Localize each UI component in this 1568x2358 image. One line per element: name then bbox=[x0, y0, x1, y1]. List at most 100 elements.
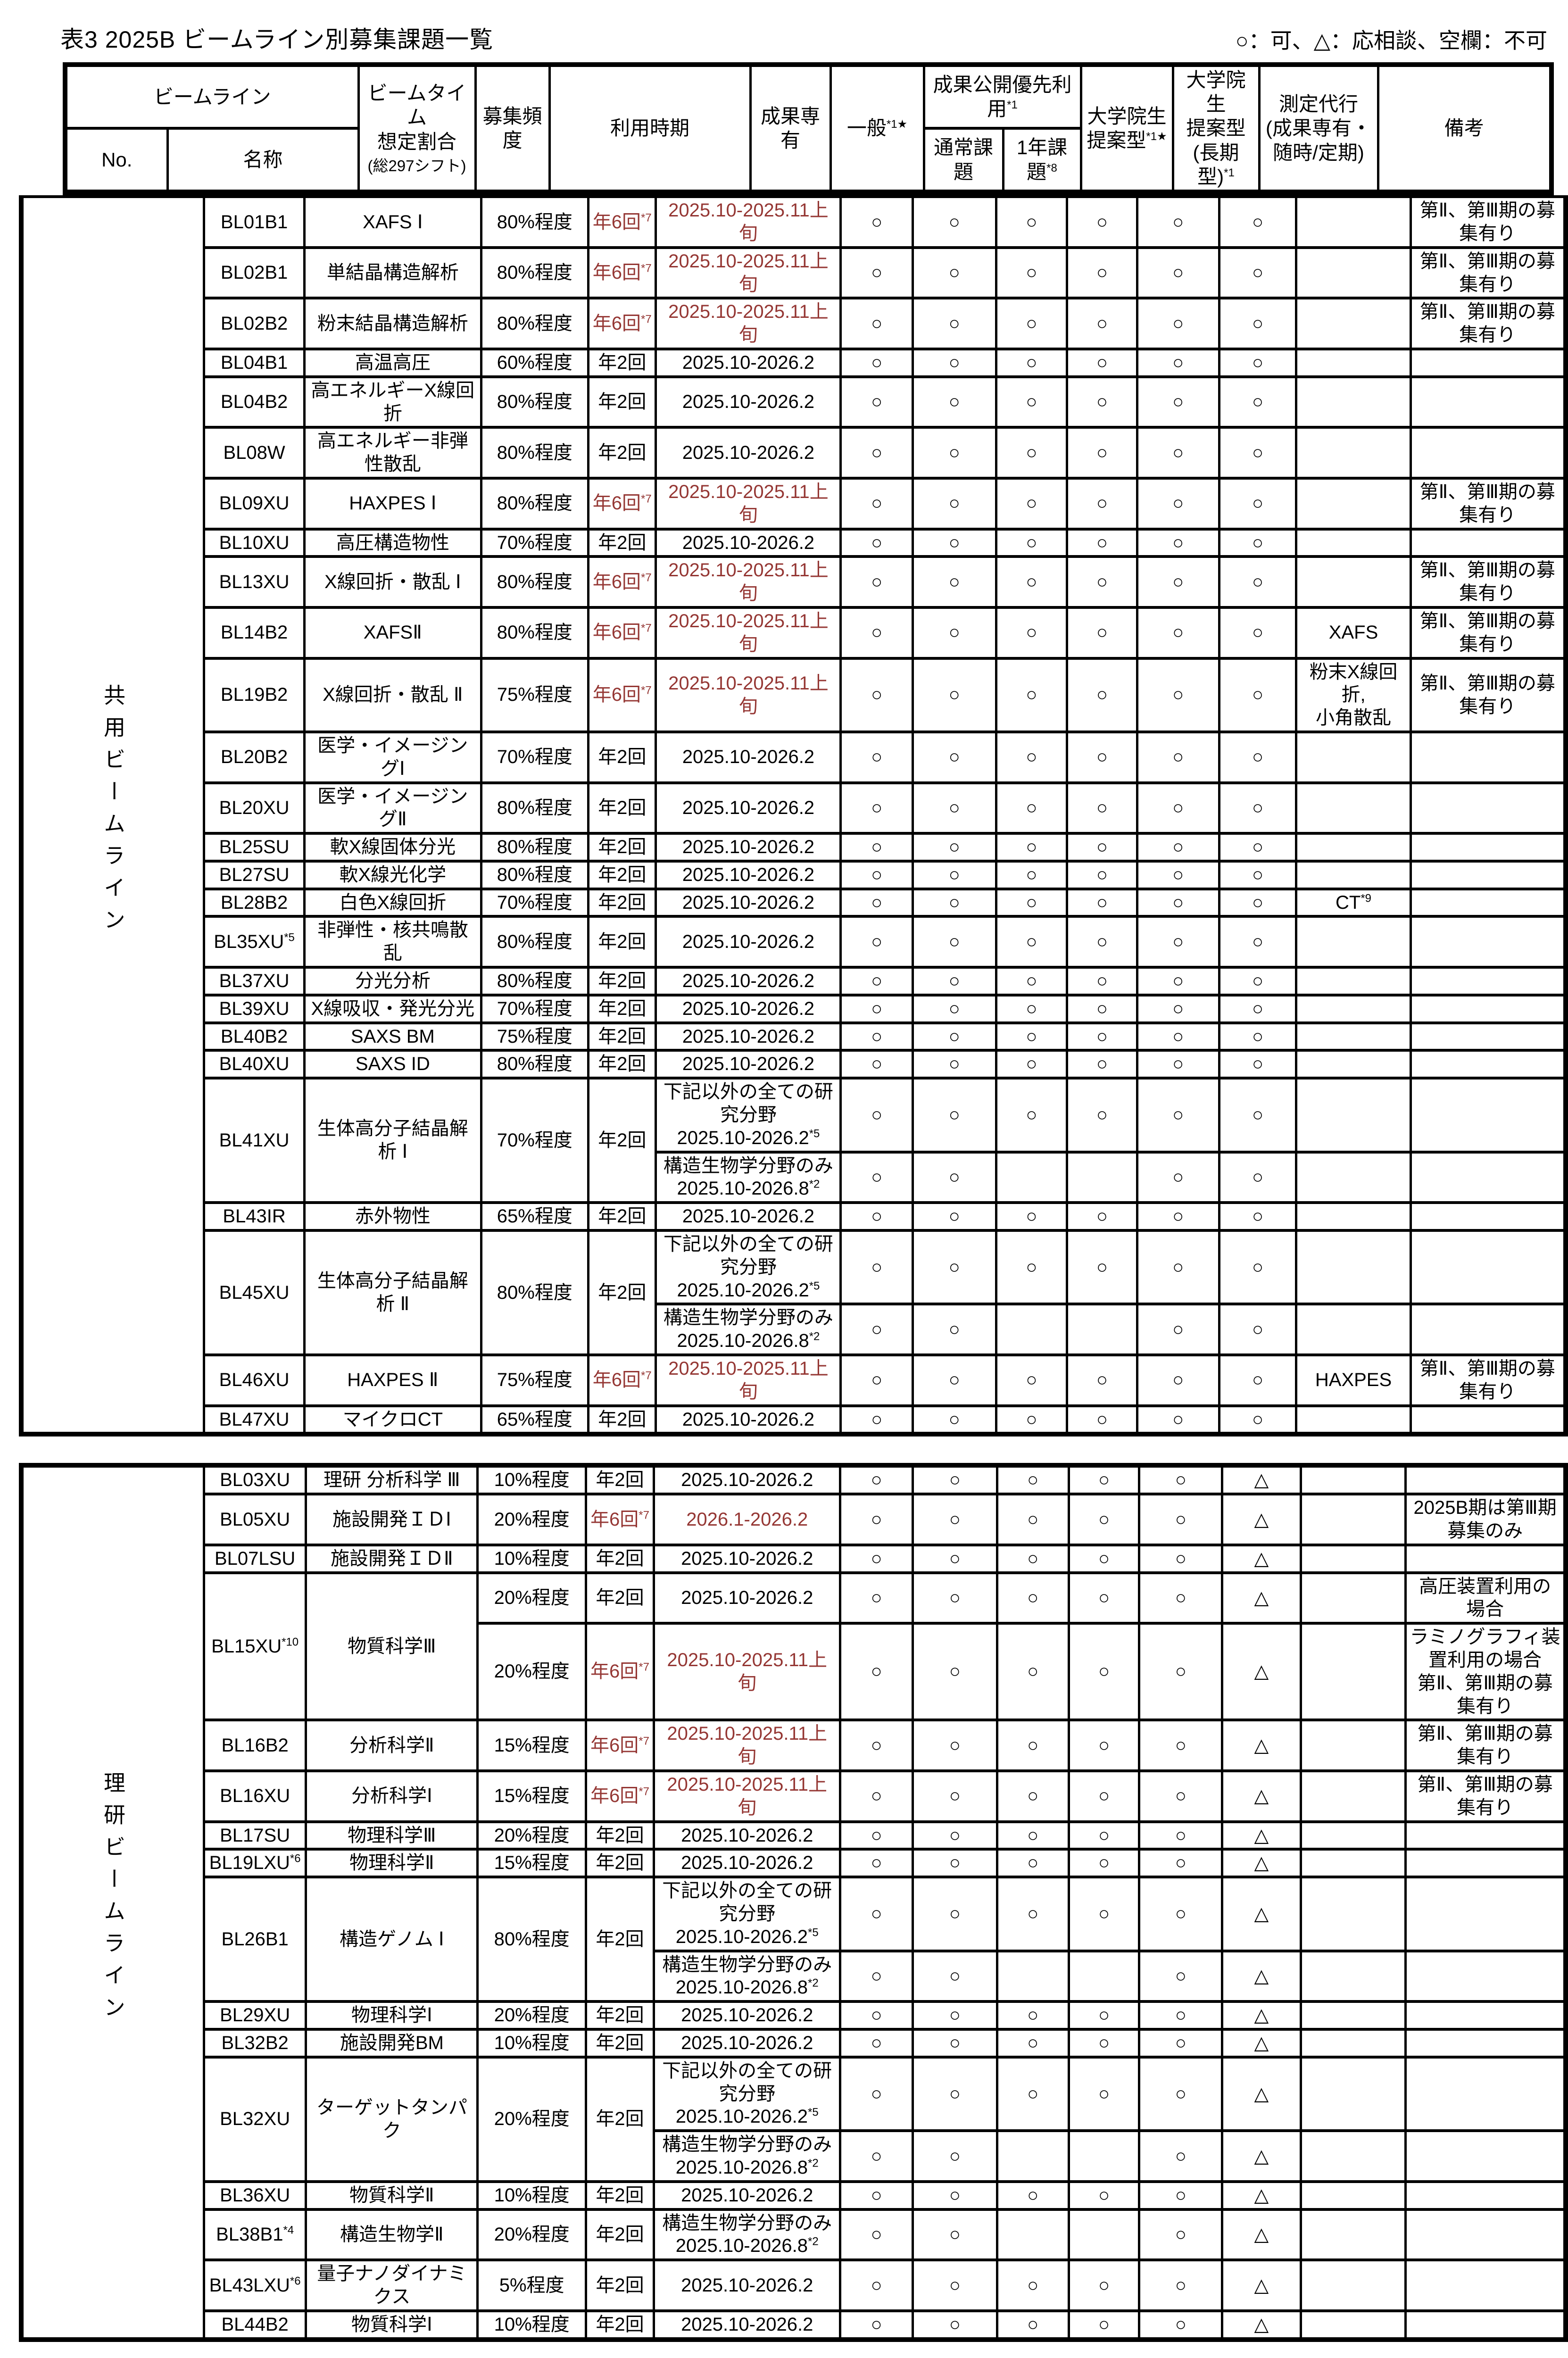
cell-mark-grad-proposal: ○ bbox=[1138, 2309, 1224, 2341]
table-row: BL32XU ターゲットタンパク 20%程度 年2回 下記以外の全ての研究分野 2025.… bbox=[21, 2055, 1567, 2183]
cell-proxy-measurement bbox=[1299, 1622, 1407, 1722]
cell-beamline-no: BL47XU bbox=[202, 1404, 306, 1436]
section-label-text: 理研ビームライン bbox=[101, 1771, 125, 2028]
table-row: BL36XU 物質科学Ⅱ 10%程度 年2回 2025.10-2026.2 ○ ○ ○ ○ ○ △ bbox=[21, 2180, 1567, 2211]
cell-period: 2025.10-2025.11上旬 bbox=[655, 476, 842, 531]
cell-mark-priority-normal: ○ bbox=[995, 246, 1069, 300]
cell-period: 2025.10-2026.2 bbox=[653, 1543, 842, 1574]
table-row: BL16B2 分析科学Ⅱ 15%程度 年6回*7 2025.10-2025.11上旬 ○ ○… bbox=[21, 1719, 1567, 1772]
cell-mark-priority-oneyear: ○ bbox=[1066, 859, 1138, 890]
cell-mark-general: ○ bbox=[911, 887, 997, 918]
cell-proxy-measurement bbox=[1299, 1543, 1407, 1574]
cell-beamtime-share: 70%程度 bbox=[480, 730, 590, 784]
cell-period: 2025.10-2026.2 bbox=[653, 2258, 842, 2312]
cell-beamline-no: BL01B1 bbox=[202, 195, 306, 249]
cell-beamline-no: BL28B2 bbox=[202, 887, 306, 918]
cell-mark-grad-proposal: ○ bbox=[1136, 656, 1220, 733]
cell-beamline-name: 物理科学Ⅰ bbox=[305, 2000, 479, 2031]
cell-mark-priority-oneyear bbox=[1066, 1303, 1138, 1357]
cell-mark-grad-proposal: ○ bbox=[1136, 832, 1220, 863]
cell-mark-proprietary: ○ bbox=[839, 730, 914, 784]
cell-frequency: 年2回 bbox=[587, 426, 657, 480]
cell-beamline-name: 物質科学Ⅲ bbox=[305, 1571, 479, 1722]
header-priority-normal: 通常課題 bbox=[922, 126, 1004, 194]
table-row: BL44B2 物質科学Ⅰ 10%程度 年2回 2025.10-2026.2 ○ ○ ○ ○ ○ △ bbox=[21, 2309, 1567, 2341]
cell-period: 2025.10-2026.2 bbox=[655, 1049, 842, 1080]
cell-beamtime-share: 70%程度 bbox=[480, 527, 590, 558]
cell-mark-priority-normal: ○ bbox=[996, 1769, 1070, 1823]
cell-remark: 第Ⅱ、第Ⅲ期の募集有り bbox=[1409, 246, 1567, 300]
cell-mark-general: ○ bbox=[912, 1769, 998, 1823]
cell-mark-general: ○ bbox=[911, 1077, 997, 1154]
cell-mark-general: ○ bbox=[912, 1464, 998, 1496]
cell-mark-grad-proposal: ○ bbox=[1136, 1150, 1220, 1204]
cell-frequency: 年2回 bbox=[584, 1464, 655, 1496]
cell-mark-proprietary: ○ bbox=[839, 2258, 914, 2312]
cell-frequency: 年2回 bbox=[587, 859, 657, 890]
beamline-table: ビームライン ビームタイム 想定割合 (総297シフト) 募集頻度 利用時期 成果… bbox=[0, 62, 1568, 2358]
cell-mark-priority-normal: ○ bbox=[995, 859, 1069, 890]
cell-beamtime-share: 65%程度 bbox=[480, 1404, 590, 1436]
cell-mark-grad-proposal: ○ bbox=[1136, 1229, 1220, 1306]
cell-frequency: 年2回 bbox=[587, 527, 657, 558]
cell-period: 2025.10-2026.2 bbox=[655, 1404, 842, 1436]
cell-remark bbox=[1409, 1077, 1567, 1154]
cell-period: 下記以外の全ての研究分野 2025.10-2026.2*5 bbox=[655, 1229, 842, 1306]
cell-mark-general: ○ bbox=[912, 1949, 998, 2003]
table-row: BL19B2 X線回折・散乱 Ⅱ 75%程度 年6回*7 2025.10-2025.11… bbox=[21, 656, 1567, 733]
cell-period: 構造生物学分野のみ 2025.10-2026.8*2 bbox=[655, 1303, 842, 1357]
table-row: 構造生物学分野のみ 2025.10-2026.8*2 ○ ○ ○ ○ bbox=[21, 1303, 1567, 1357]
cell-period: 2025.10-2025.11上旬 bbox=[653, 1719, 842, 1772]
cell-mark-grad-proposal: ○ bbox=[1136, 1353, 1220, 1407]
cell-mark-proprietary: ○ bbox=[839, 1464, 914, 1496]
cell-mark-priority-normal bbox=[996, 1949, 1070, 2003]
cell-frequency: 年2回 bbox=[584, 2309, 655, 2341]
cell-proxy-measurement bbox=[1295, 1229, 1412, 1306]
cell-mark-priority-oneyear: ○ bbox=[1066, 1077, 1138, 1154]
header-no: No. bbox=[64, 126, 169, 194]
cell-mark-general: ○ bbox=[911, 966, 997, 996]
cell-frequency: 年6回*7 bbox=[587, 476, 657, 531]
cell-beamline-name: 高エネルギー非弾性散乱 bbox=[303, 426, 482, 480]
cell-beamtime-share: 80%程度 bbox=[480, 1049, 590, 1080]
cell-proxy-measurement bbox=[1299, 2309, 1407, 2341]
cell-mark-priority-normal: ○ bbox=[996, 1493, 1070, 1546]
table-row: BL13XU X線回折・散乱 Ⅰ 80%程度 年6回*7 2025.10-2025.11… bbox=[21, 555, 1567, 609]
cell-mark-general: ○ bbox=[912, 1543, 998, 1574]
cell-mark-priority-normal: ○ bbox=[995, 555, 1069, 609]
cell-beamline-name: 白色X線回折 bbox=[303, 887, 482, 918]
cell-mark-priority-oneyear: ○ bbox=[1066, 1049, 1138, 1080]
cell-period: 2025.10-2026.2 bbox=[653, 1571, 842, 1625]
cell-frequency: 年2回 bbox=[584, 2055, 655, 2183]
cell-beamline-name: 生体高分子結晶解析 Ⅰ bbox=[303, 1077, 482, 1204]
cell-beamtime-share: 65%程度 bbox=[480, 1201, 590, 1232]
cell-beamline-name: 医学・イメージングⅠ bbox=[303, 730, 482, 784]
cell-mark-priority-oneyear: ○ bbox=[1067, 2180, 1141, 2211]
cell-proxy-measurement bbox=[1299, 2129, 1407, 2183]
cell-beamtime-share: 10%程度 bbox=[476, 1543, 587, 1574]
cell-beamline-name: X線吸収・発光分光 bbox=[303, 993, 482, 1024]
cell-mark-general: ○ bbox=[911, 1150, 997, 1204]
cell-mark-priority-normal: ○ bbox=[996, 2027, 1070, 2059]
cell-beamtime-share: 75%程度 bbox=[480, 1353, 590, 1407]
cell-period: 2025.10-2026.2 bbox=[655, 375, 842, 429]
cell-beamtime-share: 10%程度 bbox=[476, 2180, 587, 2211]
cell-mark-proprietary: ○ bbox=[839, 2309, 914, 2341]
cell-mark-priority-normal: ○ bbox=[996, 2309, 1070, 2341]
cell-period: 2025.10-2026.2 bbox=[655, 527, 842, 558]
cell-mark-priority-oneyear: ○ bbox=[1067, 2000, 1141, 2031]
cell-mark-proprietary: ○ bbox=[839, 656, 914, 733]
cell-beamline-name: 物質科学Ⅱ bbox=[305, 2180, 479, 2211]
cell-remark bbox=[1409, 781, 1567, 835]
cell-remark bbox=[1404, 1543, 1567, 1574]
cell-mark-grad-proposal: ○ bbox=[1138, 1848, 1224, 1879]
header-proprietary: 成果専有 bbox=[749, 63, 832, 194]
cell-mark-proprietary: ○ bbox=[839, 527, 914, 558]
cell-proxy-measurement bbox=[1295, 1404, 1412, 1436]
table-row: BL14B2 XAFSⅡ 80%程度 年6回*7 2025.10-2025.11上旬 ○ ○… bbox=[21, 606, 1567, 660]
table-row: 理研ビームライン BL03XU 理研 分析科学 Ⅲ 10%程度 年2回 2025.10-2… bbox=[20, 1464, 1567, 2341]
cell-period: 2025.10-2026.2 bbox=[653, 2309, 842, 2341]
cell-beamtime-share: 70%程度 bbox=[480, 887, 590, 918]
cell-mark-grad-proposal: ○ bbox=[1138, 1493, 1224, 1546]
cell-remark bbox=[1404, 2129, 1567, 2183]
